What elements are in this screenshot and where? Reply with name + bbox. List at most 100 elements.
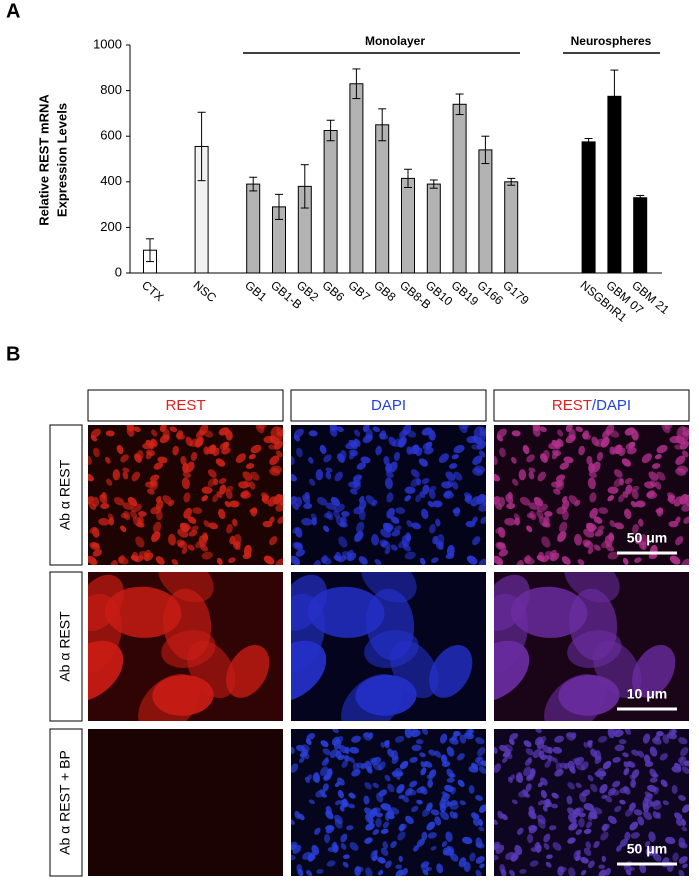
- nucleus: [536, 739, 545, 750]
- nucleus: [494, 455, 498, 466]
- nucleus: [158, 572, 214, 603]
- nucleus: [182, 471, 191, 478]
- nucleus: [335, 800, 341, 806]
- nucleus: [588, 811, 598, 820]
- nucleus: [306, 733, 316, 740]
- nucleus: [453, 471, 463, 481]
- nucleus: [600, 831, 609, 841]
- nucleus: [89, 526, 96, 534]
- nucleus: [410, 729, 416, 736]
- nucleus: [513, 513, 520, 521]
- nucleus: [301, 749, 309, 754]
- nucleus: [472, 455, 483, 466]
- nucleus: [380, 741, 385, 748]
- nucleus: [384, 477, 393, 490]
- nucleus: [622, 752, 629, 758]
- nucleus: [291, 502, 300, 510]
- nucleus: [553, 488, 561, 495]
- nucleus: [90, 428, 101, 438]
- bar: [349, 83, 364, 274]
- nucleus: [594, 529, 604, 537]
- nucleus: [276, 427, 283, 436]
- nucleus: [568, 822, 578, 831]
- nucleus: [664, 425, 673, 430]
- nucleus: [675, 455, 686, 466]
- nucleus: [551, 451, 559, 460]
- nucleus: [609, 520, 616, 528]
- nucleus: [478, 826, 485, 832]
- nucleus: [681, 558, 689, 565]
- nucleus: [93, 447, 100, 458]
- nucleus: [372, 426, 381, 433]
- bar: [401, 177, 415, 274]
- nucleus: [325, 810, 334, 820]
- nucleus: [294, 810, 301, 819]
- nucleus: [651, 463, 661, 469]
- nucleus: [110, 560, 118, 565]
- nucleus: [542, 449, 550, 461]
- nucleus: [504, 749, 512, 754]
- nucleus: [445, 552, 455, 560]
- nucleus: [634, 557, 642, 563]
- nucleus: [334, 814, 343, 825]
- micrograph: [494, 572, 689, 721]
- nucleus: [580, 761, 589, 771]
- nucleus: [457, 779, 465, 788]
- row-label: Ab α REST: [57, 611, 73, 682]
- nucleus: [632, 523, 639, 534]
- nucleus: [675, 468, 687, 476]
- nucleus: [183, 492, 191, 503]
- nucleus: [557, 429, 564, 437]
- nucleus: [555, 474, 566, 482]
- nucleus: [445, 471, 456, 481]
- column-header: REST/DAPI: [552, 397, 631, 414]
- nucleus: [340, 843, 347, 850]
- nucleus: [528, 467, 536, 473]
- nucleus: [602, 760, 612, 770]
- nucleus: [509, 774, 515, 781]
- nucleus: [574, 533, 582, 546]
- nucleus: [552, 842, 562, 851]
- nucleus: [425, 441, 433, 449]
- nucleus: [348, 803, 355, 809]
- nucleus: [583, 847, 592, 856]
- nucleus: [375, 817, 382, 828]
- nucleus: [100, 502, 110, 510]
- nucleus: [674, 444, 683, 450]
- nucleus: [245, 463, 255, 469]
- nucleus: [474, 756, 481, 763]
- nucleus: [573, 850, 581, 861]
- nucleus: [294, 543, 303, 549]
- nucleus: [380, 847, 389, 856]
- nucleus: [446, 746, 455, 757]
- nucleus: [594, 755, 602, 765]
- nucleus: [171, 559, 179, 565]
- nucleus: [384, 860, 392, 869]
- nucleus: [88, 502, 97, 510]
- nucleus: [416, 787, 426, 794]
- nucleus: [415, 739, 424, 745]
- nucleus: [138, 511, 147, 517]
- bar: [375, 124, 390, 274]
- error-bar: [352, 68, 361, 100]
- nucleus: [648, 552, 658, 560]
- nucleus: [587, 860, 595, 869]
- nucleus: [428, 489, 436, 500]
- nucleus: [463, 861, 471, 873]
- nucleus: [548, 825, 557, 831]
- nucleus: [416, 838, 425, 847]
- nucleus: [575, 426, 584, 433]
- nucleus: [677, 756, 684, 763]
- nucleus: [635, 500, 646, 508]
- nucleus: [421, 508, 429, 520]
- nucleus: [168, 533, 176, 546]
- nucleus: [324, 756, 329, 763]
- nucleus: [149, 474, 160, 482]
- nucleus: [385, 471, 394, 478]
- nucleus: [226, 523, 233, 534]
- nucleus: [350, 488, 358, 495]
- nucleus: [618, 739, 627, 745]
- nucleus: [319, 789, 326, 796]
- nucleus: [315, 469, 324, 481]
- nucleus: [675, 435, 686, 445]
